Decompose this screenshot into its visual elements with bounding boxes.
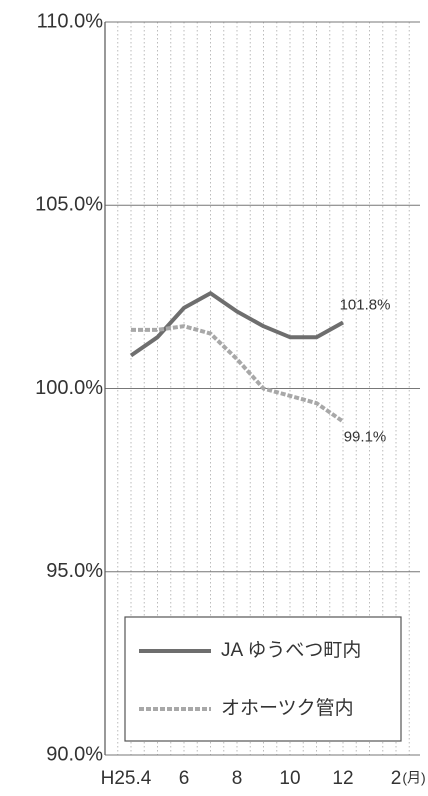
legend-label: JA ゆうべつ町内 [221,639,361,661]
x-tick-label: 12 [332,768,353,789]
legend-box [124,616,402,742]
y-tick-label: 95.0% [46,560,103,582]
x-tick-label: 8 [232,768,243,789]
y-tick-label: 110.0% [37,10,104,32]
x-tick-label: 10 [279,768,300,789]
series-line [131,324,345,424]
x-unit: (月) [402,770,425,786]
y-tick-label: 105.0% [35,194,103,216]
data-label: 99.1% [344,428,387,445]
x-tick-label: 2 [391,768,402,789]
legend-label: オホーツク管内 [221,697,354,719]
x-tick-label: 6 [179,768,190,789]
y-tick-label: 90.0% [46,743,103,765]
y-tick-label: 100.0% [35,377,103,399]
data-label: 101.8% [340,296,391,313]
x-tick-label: H25.4 [101,768,152,789]
